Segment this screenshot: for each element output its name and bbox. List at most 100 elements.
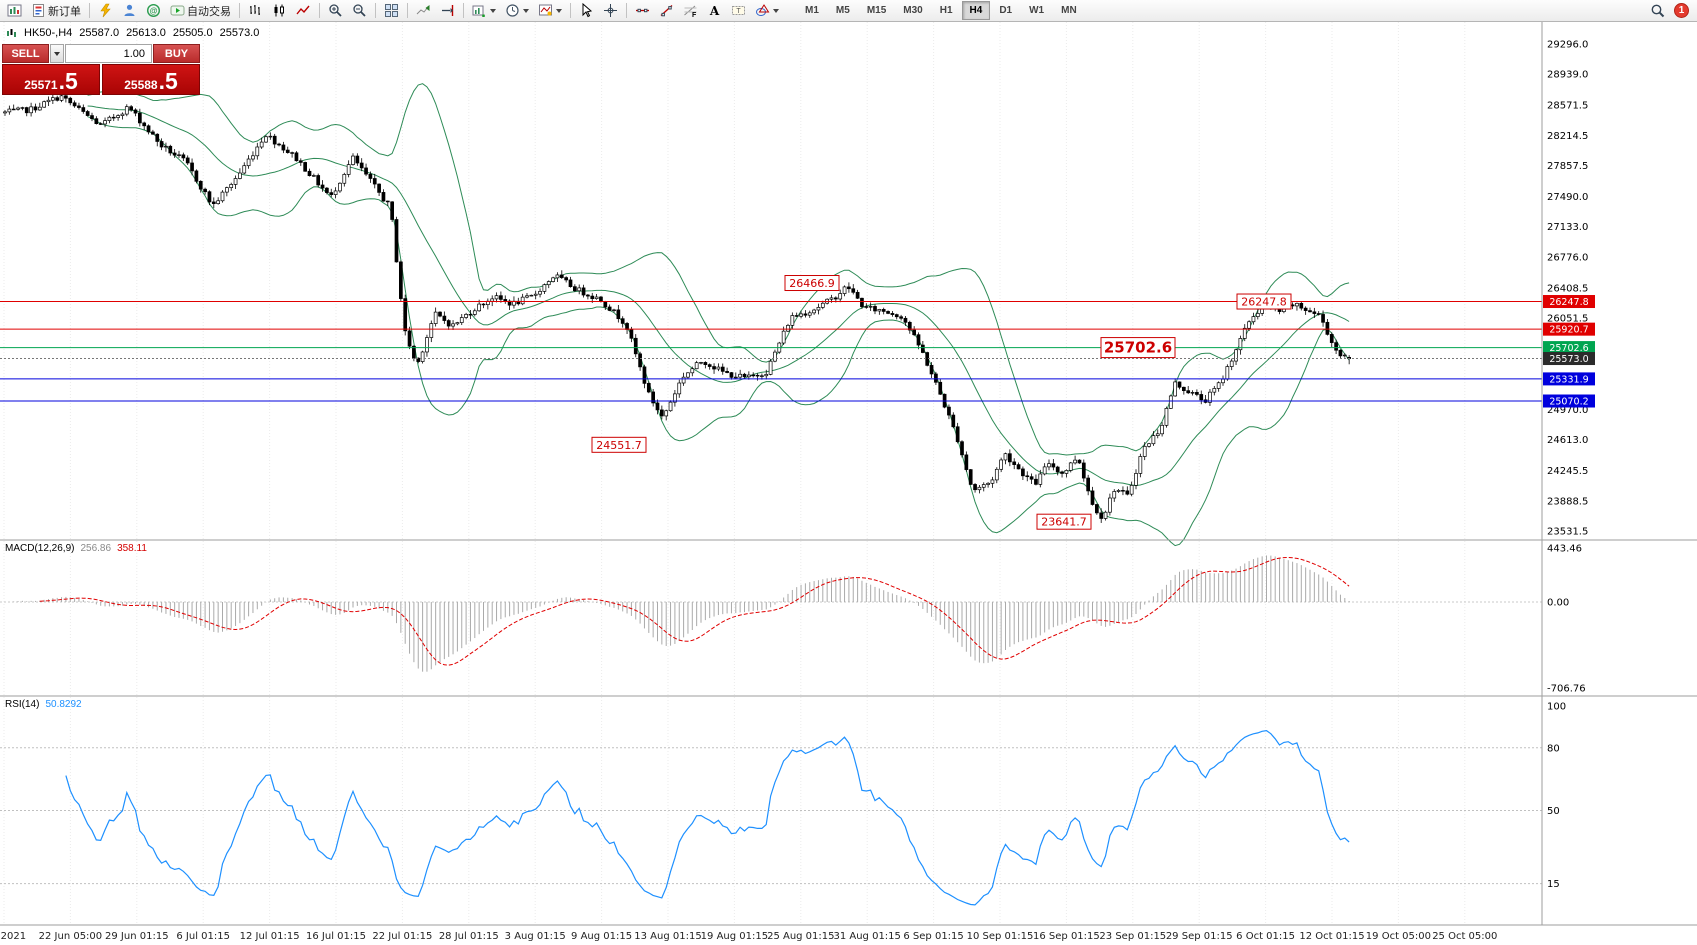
chart-window-button[interactable] — [3, 1, 26, 21]
search-button[interactable] — [1646, 1, 1669, 21]
timeframe-h1-button[interactable]: H1 — [939, 5, 953, 16]
label-icon: T — [731, 3, 746, 18]
svg-text:-706.76: -706.76 — [1547, 684, 1586, 695]
autotrade-icon — [170, 3, 185, 18]
shapes-icon — [755, 3, 770, 18]
svg-text:F: F — [692, 12, 697, 18]
templates-button[interactable] — [534, 1, 566, 21]
toolbar-separator — [319, 3, 320, 18]
candles-icon — [272, 3, 287, 18]
timeframe-h4-button[interactable]: H4 — [961, 1, 991, 20]
timeframe-bar: M1 M5 M15 M30 H1 H4 D1 W1 MN — [797, 1, 1085, 20]
price-axis[interactable]: 29296.0 28939.0 28571.5 28214.5 27857.5 27490… — [1543, 40, 1595, 891]
svg-text:26408.5: 26408.5 — [1547, 283, 1588, 294]
new-order-button[interactable]: 新订单 — [27, 1, 85, 21]
horizontal-price-lines[interactable] — [0, 301, 1542, 402]
auto-scroll-button[interactable] — [412, 1, 435, 21]
svg-text:25331.9: 25331.9 — [1549, 374, 1588, 385]
svg-text:25 Aug 01:15: 25 Aug 01:15 — [767, 931, 834, 942]
fibonacci-button[interactable]: F — [679, 1, 702, 21]
chart-area[interactable]: 29296.0 28939.0 28571.5 28214.5 27857.5 27490… — [0, 22, 1697, 945]
svg-text:22 Jun 05:00: 22 Jun 05:00 — [39, 931, 103, 942]
svg-text:23888.5: 23888.5 — [1547, 496, 1588, 507]
chart-shift-button[interactable] — [436, 1, 459, 21]
globe-icon: @ — [146, 3, 161, 18]
ohlc-open: 25587.0 — [79, 27, 120, 39]
price-annotations[interactable]: 26466.9 26247.8 25702.6 24551.7 23641.7 — [591, 275, 1292, 530]
svg-text:6 Jul 01:15: 6 Jul 01:15 — [176, 931, 230, 942]
horizontal-line-button[interactable] — [631, 1, 654, 21]
buy-price-box[interactable]: 25588 .5 — [102, 64, 200, 95]
dropdown-arrow-icon — [556, 8, 562, 13]
ohlc-low: 25505.0 — [172, 27, 213, 39]
svg-text:24970.0: 24970.0 — [1547, 405, 1588, 416]
zoom-in-icon — [328, 3, 343, 18]
svg-text:443.46: 443.46 — [1547, 544, 1582, 555]
text-icon: A — [707, 3, 722, 18]
autotrading-button-label: 自动交易 — [187, 5, 231, 18]
toolbar-separator — [463, 3, 464, 18]
dropdown-arrow-icon — [490, 8, 496, 13]
svg-text:24245.5: 24245.5 — [1547, 466, 1588, 477]
timeframe-w1-button[interactable]: W1 — [1029, 5, 1045, 16]
timeframe-d1-button[interactable]: D1 — [999, 5, 1013, 16]
text-label-button[interactable]: T — [727, 1, 750, 21]
zoom-out-button[interactable] — [348, 1, 371, 21]
timeframe-mn-button[interactable]: MN — [1061, 5, 1077, 16]
community-button[interactable]: @ — [142, 1, 165, 21]
tile-icon — [384, 3, 399, 18]
volume-input[interactable] — [65, 44, 152, 63]
buy-button[interactable]: BUY — [153, 44, 200, 63]
timeframe-m30-button[interactable]: M30 — [903, 5, 923, 16]
macd-signal-value: 358.11 — [117, 543, 147, 554]
timeframe-m15-button[interactable]: M15 — [866, 5, 887, 16]
cursor-button[interactable] — [575, 1, 598, 21]
clock-icon — [505, 3, 520, 18]
macd-name: MACD(12,26,9) — [5, 543, 75, 554]
timeframe-m5-button[interactable]: M5 — [835, 5, 850, 16]
sell-button[interactable]: SELL — [2, 44, 49, 63]
chart-symbol-icon — [6, 28, 17, 39]
candle-chart-type-button[interactable] — [268, 1, 291, 21]
svg-text:6 Sep 01:15: 6 Sep 01:15 — [903, 931, 963, 942]
chart-window[interactable]: 29296.0 28939.0 28571.5 28214.5 27857.5 27490… — [0, 22, 1697, 945]
symbol-ohlc-line: HK50-,H4 25587.0 25613.0 25505.0 25573.0 — [6, 27, 259, 39]
market-button[interactable] — [118, 1, 141, 21]
crosshair-button[interactable] — [599, 1, 622, 21]
line-chart-type-button[interactable] — [292, 1, 315, 21]
toolbar-separator — [407, 3, 408, 18]
autotrading-button[interactable]: 自动交易 — [166, 1, 235, 21]
svg-text:A: A — [709, 4, 720, 18]
svg-text:16 Sep 01:15: 16 Sep 01:15 — [1033, 931, 1100, 942]
trendline-button[interactable] — [655, 1, 678, 21]
notification-badge[interactable]: 1 — [1674, 3, 1689, 18]
cursor-icon — [579, 3, 594, 18]
tile-windows-button[interactable] — [380, 1, 403, 21]
zoom-in-button[interactable] — [324, 1, 347, 21]
timeframe-m1-button[interactable]: M1 — [805, 5, 819, 16]
bar-chart-type-button[interactable] — [244, 1, 267, 21]
rsi-name: RSI(14) — [5, 699, 40, 710]
text-button[interactable]: A — [703, 1, 726, 21]
toolbar-separator — [375, 3, 376, 18]
new-chart-button[interactable] — [468, 1, 500, 21]
plus-chart-icon — [472, 3, 487, 18]
shapes-button[interactable] — [751, 1, 783, 21]
macd-main-value: 256.86 — [80, 543, 112, 554]
metaeditor-button[interactable] — [94, 1, 117, 21]
buy-price-main: 25588 — [124, 77, 158, 92]
trendline-icon — [659, 3, 674, 18]
candlestick-layer — [3, 93, 1352, 523]
svg-text:6 Oct 01:15: 6 Oct 01:15 — [1236, 931, 1295, 942]
macd-indicator — [0, 555, 1542, 672]
volume-dropdown-button[interactable] — [50, 44, 64, 63]
sell-price-box[interactable]: 25571 .5 — [2, 64, 100, 95]
svg-text:27133.0: 27133.0 — [1547, 222, 1588, 233]
fibo-icon: F — [683, 3, 698, 18]
toolbar-buttons: 新订单 @ 自动交易 F A T — [3, 1, 783, 21]
dropdown-arrow-icon — [523, 8, 529, 13]
chart-window-icon — [7, 3, 22, 18]
profiles-button[interactable] — [501, 1, 533, 21]
svg-text:25702.6: 25702.6 — [1104, 339, 1172, 357]
